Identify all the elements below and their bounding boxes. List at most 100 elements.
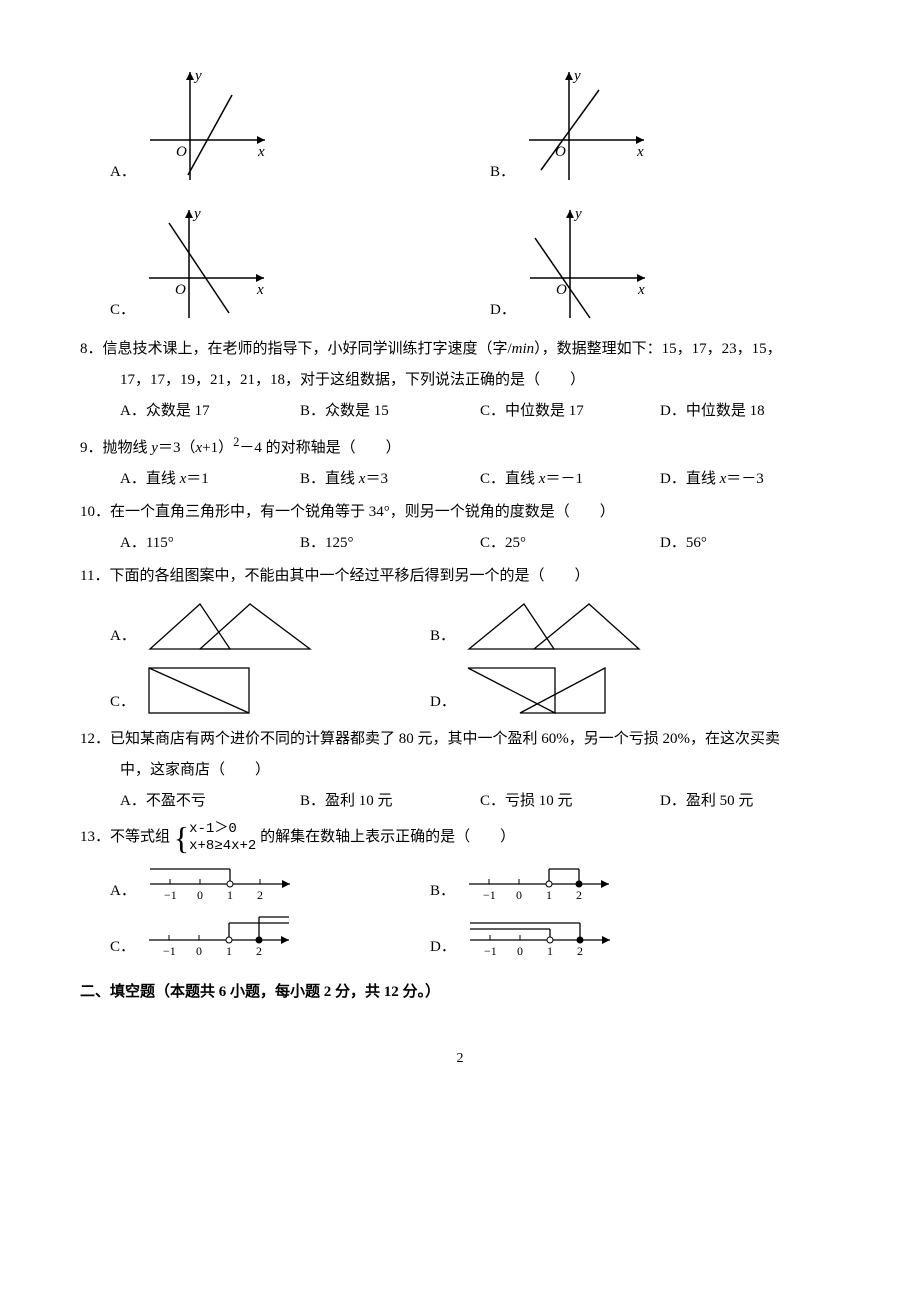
- q8-opt-d: D．中位数是 18: [660, 398, 840, 425]
- q8-opt-c: C．中位数是 17: [480, 398, 660, 425]
- svg-text:0: 0: [516, 888, 522, 902]
- svg-text:2: 2: [257, 888, 263, 902]
- q11-opt-b: B．: [430, 594, 750, 654]
- q12-a: 12．已知某商店有两个进价不同的计算器都卖了 80 元，其中一个盈利 60%，另…: [80, 726, 840, 753]
- q12-opts: A．不盈不亏 B．盈利 10 元 C．亏损 10 元 D．盈利 50 元: [80, 788, 840, 815]
- q11-label-b: B．: [430, 623, 455, 654]
- q13-b: 的解集在数轴上表示正确的是（ ）: [260, 829, 515, 845]
- shape-b: [459, 594, 649, 654]
- q8-text-a: 8．信息技术课上，在老师的指导下，小好同学训练打字速度（字/: [80, 341, 512, 357]
- shape-a: [140, 594, 320, 654]
- q10-opt-b: B．125°: [300, 530, 480, 557]
- q13-brace: { x-1＞0 x+8≥4x+2: [174, 821, 257, 855]
- graph-a: y x O: [140, 60, 290, 190]
- svg-text:0: 0: [197, 888, 203, 902]
- numline-a: −1 0 1 2: [140, 859, 310, 909]
- q13-label-a: A．: [110, 878, 136, 909]
- q7-row1: A． y x O B． y x O: [110, 60, 840, 190]
- svg-text:−1: −1: [163, 944, 176, 958]
- section-2-heading: 二、填空题（本题共 6 小题，每小题 2 分，共 12 分。）: [80, 979, 840, 1006]
- q7-opt-d: D． y x O: [490, 198, 670, 328]
- q13-row1: A． −1 0 1 2 B． −1 0 1: [110, 859, 840, 909]
- q11-label-a: A．: [110, 623, 136, 654]
- opt-label-b: B．: [490, 159, 515, 190]
- svg-text:1: 1: [227, 888, 233, 902]
- q9-opt-a: A．直线 x＝1: [120, 466, 300, 493]
- svg-text:0: 0: [517, 944, 523, 958]
- q8-opt-b: B．众数是 15: [300, 398, 480, 425]
- q8: 8．信息技术课上，在老师的指导下，小好同学训练打字速度（字/min），数据整理如…: [80, 336, 840, 363]
- q12-opt-a: A．不盈不亏: [120, 788, 300, 815]
- q13-opt-a: A． −1 0 1 2: [110, 859, 430, 909]
- svg-text:−1: −1: [484, 944, 497, 958]
- q9-b: +1）: [202, 440, 233, 456]
- q7-opt-a: A． y x O: [110, 60, 430, 190]
- q9-opt-c: C．直线 x＝－1: [480, 466, 660, 493]
- q9-opts: A．直线 x＝1 B．直线 x＝3 C．直线 x＝－1 D．直线 x＝－3: [80, 466, 840, 493]
- q13-label-b: B．: [430, 878, 455, 909]
- q8-min: min: [512, 341, 535, 357]
- svg-text:−1: −1: [164, 888, 177, 902]
- q11-label-c: C．: [110, 689, 135, 720]
- graph-b: y x O: [519, 60, 669, 190]
- q11-opt-c: C．: [110, 660, 430, 720]
- q12-opt-d: D．盈利 50 元: [660, 788, 840, 815]
- svg-text:O: O: [176, 144, 187, 160]
- q9: 9．抛物线 y＝3（x+1）2－4 的对称轴是（ ）: [80, 431, 840, 462]
- q11-row2: C． D．: [110, 660, 840, 720]
- q13-line1: x-1＞0: [189, 821, 256, 838]
- graph-c: y x O: [139, 198, 289, 328]
- numline-c: −1 0 1 2: [139, 915, 309, 965]
- q12-b: 中，这家商店（ ）: [80, 757, 840, 784]
- opt-label-d: D．: [490, 297, 516, 328]
- q13-label-c: C．: [110, 934, 135, 965]
- q10-opt-d: D．56°: [660, 530, 840, 557]
- q13-a: 13．不等式组: [80, 829, 170, 845]
- q11-label-d: D．: [430, 689, 456, 720]
- q10-opt-c: C．25°: [480, 530, 660, 557]
- svg-text:O: O: [556, 282, 567, 298]
- q7-opt-b: B． y x O: [490, 60, 669, 190]
- q8-text-b: ），数据整理如下：15，17，23，15，: [534, 341, 782, 357]
- svg-text:x: x: [256, 282, 264, 298]
- q10-opts: A．115° B．125° C．25° D．56°: [80, 530, 840, 557]
- q12-opt-b: B．盈利 10 元: [300, 788, 480, 815]
- brace-icon: {: [174, 822, 189, 854]
- q8-opt-a: A．众数是 17: [120, 398, 300, 425]
- q13-opt-d: D． −1 0 1 2: [430, 915, 750, 965]
- q12-opt-c: C．亏损 10 元: [480, 788, 660, 815]
- q8-opts: A．众数是 17 B．众数是 15 C．中位数是 17 D．中位数是 18: [80, 398, 840, 425]
- q9-a: 9．抛物线: [80, 440, 151, 456]
- svg-text:x: x: [637, 282, 645, 298]
- page-number: 2: [80, 1046, 840, 1071]
- graph-d: y x O: [520, 198, 670, 328]
- svg-text:y: y: [193, 68, 202, 84]
- q7-row2: C． y x O D． y x O: [110, 198, 840, 328]
- opt-label-c: C．: [110, 297, 135, 328]
- q7-opt-c: C． y x O: [110, 198, 430, 328]
- q10-opt-a: A．115°: [120, 530, 300, 557]
- svg-text:2: 2: [577, 944, 583, 958]
- q9-opt-d: D．直线 x＝－3: [660, 466, 840, 493]
- svg-text:x: x: [257, 144, 265, 160]
- q13-opt-b: B． −1 0 1 2: [430, 859, 750, 909]
- q11: 11．下面的各组图案中，不能由其中一个经过平移后得到另一个的是（ ）: [80, 563, 840, 590]
- svg-text:0: 0: [196, 944, 202, 958]
- shape-d: [460, 660, 620, 720]
- q13: 13．不等式组 { x-1＞0 x+8≥4x+2 的解集在数轴上表示正确的是（ …: [80, 821, 840, 855]
- svg-text:2: 2: [256, 944, 262, 958]
- q13-line2: x+8≥4x+2: [189, 838, 256, 855]
- svg-text:x: x: [636, 144, 644, 160]
- svg-text:y: y: [572, 68, 581, 84]
- opt-label-a: A．: [110, 159, 136, 190]
- q11-opt-a: A．: [110, 594, 430, 654]
- q8-text-c: 17，17，19，21，21，18，对于这组数据，下列说法正确的是（ ）: [80, 367, 840, 394]
- svg-text:1: 1: [226, 944, 232, 958]
- q10: 10．在一个直角三角形中，有一个锐角等于 34°，则另一个锐角的度数是（ ）: [80, 499, 840, 526]
- q9-mid: ＝3（: [158, 440, 196, 456]
- q13-opt-c: C． −1 0 1 2: [110, 915, 430, 965]
- svg-text:y: y: [192, 206, 201, 222]
- svg-text:O: O: [175, 282, 186, 298]
- q9-c: －4 的对称轴是（ ）: [239, 440, 400, 456]
- svg-text:1: 1: [546, 888, 552, 902]
